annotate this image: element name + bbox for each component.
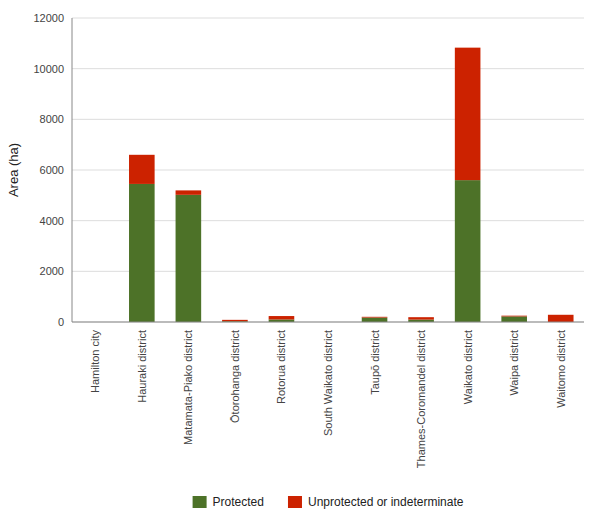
bar	[548, 315, 574, 322]
x-tick-label: Waikato district	[462, 330, 474, 404]
y-tick-label: 4000	[40, 215, 64, 227]
y-axis	[72, 18, 73, 322]
y-tick-label: 2000	[40, 265, 64, 277]
grid	[72, 18, 584, 322]
bar	[455, 48, 481, 180]
bar	[362, 318, 388, 322]
bar	[129, 155, 155, 184]
grid-line	[72, 18, 584, 19]
bar	[129, 184, 155, 322]
legend-swatch	[288, 496, 302, 508]
grid-line	[72, 68, 584, 69]
bar	[362, 316, 388, 318]
y-tick-label: 0	[58, 316, 64, 328]
y-axis-label: Area (ha)	[6, 143, 21, 197]
x-tick-label: Thames-Coromandel district	[415, 330, 427, 468]
y-tick-label: 12000	[33, 12, 64, 24]
legend-label: Unprotected or indeterminate	[308, 495, 464, 509]
legend-item: Unprotected or indeterminate	[288, 495, 464, 509]
x-tick-label: Ōtorohanga district	[229, 330, 241, 423]
bar	[176, 195, 202, 322]
bar	[269, 316, 295, 319]
bar	[501, 315, 527, 317]
bar	[176, 190, 202, 194]
x-tick-label: South Waikato district	[322, 330, 334, 436]
x-tick-label: Taupō district	[369, 330, 381, 395]
legend: Protected Unprotected or indeterminate	[193, 495, 464, 509]
bar	[222, 320, 248, 321]
y-tick-label: 8000	[40, 113, 64, 125]
bar	[408, 317, 434, 319]
y-tick-label: 6000	[40, 164, 64, 176]
bars	[129, 48, 574, 322]
x-tick-label: Rotorua district	[275, 330, 287, 404]
grid-line	[72, 322, 584, 323]
bar	[501, 316, 527, 322]
legend-label: Protected	[213, 495, 264, 509]
x-tick-label: Waipa district	[508, 330, 520, 396]
grid-line	[72, 119, 584, 120]
legend-item: Protected	[193, 495, 264, 509]
x-tick-label: Hauraki district	[136, 330, 148, 403]
x-axis	[72, 322, 584, 323]
chart: 0 2000 4000 6000 8000 10000 12000 Hamilton city…	[0, 0, 600, 522]
y-tick-label: 10000	[33, 63, 64, 75]
x-tick-label: Waitomo district	[555, 330, 567, 408]
legend-swatch	[193, 496, 207, 508]
x-tick-label: Matamata-Piako district	[182, 330, 194, 445]
bar	[455, 180, 481, 322]
x-tick-label: Hamilton city	[89, 330, 101, 393]
